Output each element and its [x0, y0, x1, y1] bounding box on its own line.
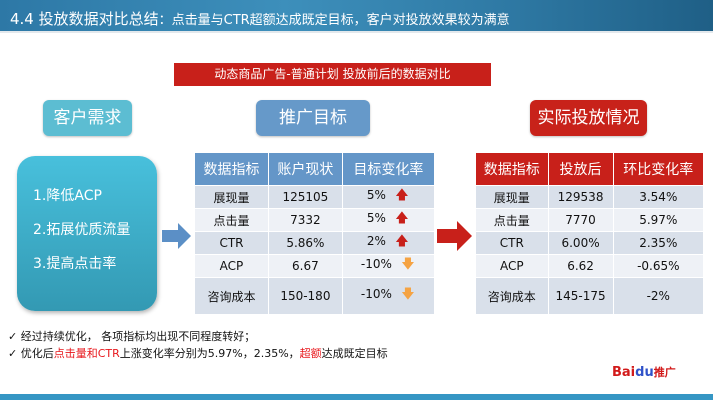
arrow-down-icon: 🡇 — [401, 257, 415, 272]
change-rate: 2.35% — [613, 232, 703, 254]
goal-table: 数据指标 账户现状 目标变化率 展现量 125105 5% 🡅 点击量 7332 5% 🡅 CT… — [194, 152, 435, 315]
column-header: 账户现状 — [268, 153, 342, 185]
note-line: ✓ 优化后点击量和CTR上涨变化率分别为5.97%，2.35%，超额达成既定目标 — [8, 347, 388, 360]
table-row: ACP 6.67 -10% 🡇 — [195, 255, 434, 277]
table-row: CTR 5.86% 2% 🡅 — [195, 232, 434, 254]
current-value: 7332 — [268, 209, 342, 231]
table-row: CTR 6.00% 2.35% — [476, 232, 703, 254]
table-row: 展现量 129538 3.54% — [476, 186, 703, 208]
column-header: 数据指标 — [476, 153, 548, 185]
arrow-up-icon: 🡅 — [395, 211, 409, 226]
metric: CTR — [476, 232, 548, 254]
change-rate: -2% — [613, 278, 703, 314]
change-rate: -0.65% — [613, 255, 703, 277]
table-row: 展现量 125105 5% 🡅 — [195, 186, 434, 208]
table-row: 咨询成本 145-175 -2% — [476, 278, 703, 314]
target-change: -10% 🡇 — [342, 255, 434, 277]
current-value: 5.86% — [268, 232, 342, 254]
footer-bar — [0, 394, 713, 400]
current-value: 6.67 — [268, 255, 342, 277]
slide-title: 4.4 投放数据对比总结：点击量与CTR超额达成既定目标，客户对投放效果较为满意 — [10, 10, 510, 28]
target-change: 5% 🡅 — [342, 209, 434, 231]
table-row: 点击量 7770 5.97% — [476, 209, 703, 231]
current-value: 125105 — [268, 186, 342, 208]
need-item: 1.降低ACP — [33, 188, 102, 204]
actual-results-label: 实际投放情况 — [530, 100, 647, 136]
need-item: 3.提高点击率 — [33, 256, 117, 272]
table-row: 点击量 7332 5% 🡅 — [195, 209, 434, 231]
metric: 点击量 — [195, 209, 268, 231]
customer-needs-label: 客户需求 — [43, 100, 132, 136]
metric: CTR — [195, 232, 268, 254]
summary-notes: ✓ 经过持续优化， 各项指标均出现不同程度转好； ✓ 优化后点击量和CTR上涨变… — [8, 328, 388, 362]
metric: 点击量 — [476, 209, 548, 231]
promotion-goals-label: 推广目标 — [256, 100, 370, 136]
current-value: 150-180 — [268, 278, 342, 314]
column-header: 数据指标 — [195, 153, 268, 185]
table-row: 咨询成本 150-180 -10% 🡇 — [195, 278, 434, 314]
blue-arrow-icon — [162, 223, 191, 249]
arrow-up-icon: 🡅 — [395, 234, 409, 249]
after-value: 145-175 — [548, 278, 613, 314]
needs-box: 1.降低ACP 2.拓展优质流量 3.提高点击率 — [17, 156, 157, 311]
metric: 咨询成本 — [476, 278, 548, 314]
note-line: ✓ 经过持续优化， 各项指标均出现不同程度转好； — [8, 330, 256, 343]
arrow-down-icon: 🡇 — [401, 287, 415, 302]
arrow-up-icon: 🡅 — [395, 188, 409, 203]
after-value: 129538 — [548, 186, 613, 208]
metric: ACP — [476, 255, 548, 277]
table-row: ACP 6.62 -0.65% — [476, 255, 703, 277]
target-change: 5% 🡅 — [342, 186, 434, 208]
change-rate: 3.54% — [613, 186, 703, 208]
title-bar: 4.4 投放数据对比总结：点击量与CTR超额达成既定目标，客户对投放效果较为满意 — [0, 0, 713, 33]
comparison-banner: 动态商品广告-普通计划 投放前后的数据对比 — [174, 63, 491, 86]
metric: 展现量 — [195, 186, 268, 208]
column-header: 投放后 — [548, 153, 613, 185]
baidu-tuiguang-logo: Baidu推广 — [612, 365, 676, 380]
column-header: 目标变化率 — [342, 153, 434, 185]
after-value: 6.62 — [548, 255, 613, 277]
metric: ACP — [195, 255, 268, 277]
red-arrow-icon — [437, 221, 472, 251]
column-header: 环比变化率 — [613, 153, 703, 185]
after-value: 6.00% — [548, 232, 613, 254]
target-change: 2% 🡅 — [342, 232, 434, 254]
actual-table: 数据指标 投放后 环比变化率 展现量 129538 3.54% 点击量 7770 5.97%… — [475, 152, 704, 315]
need-item: 2.拓展优质流量 — [33, 222, 131, 238]
metric: 咨询成本 — [195, 278, 268, 314]
after-value: 7770 — [548, 209, 613, 231]
change-rate: 5.97% — [613, 209, 703, 231]
metric: 展现量 — [476, 186, 548, 208]
target-change: -10% 🡇 — [342, 278, 434, 314]
